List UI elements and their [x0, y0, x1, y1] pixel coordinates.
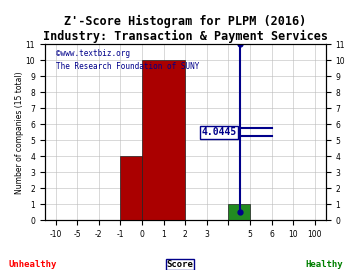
- Y-axis label: Number of companies (15 total): Number of companies (15 total): [15, 71, 24, 194]
- Text: Unhealthy: Unhealthy: [8, 260, 57, 269]
- Text: Score: Score: [167, 260, 193, 269]
- Text: ©www.textbiz.org: ©www.textbiz.org: [55, 49, 130, 58]
- Bar: [120, 156, 142, 220]
- Bar: [142, 60, 185, 220]
- Bar: [228, 204, 250, 220]
- Title: Z'-Score Histogram for PLPM (2016)
Industry: Transaction & Payment Services: Z'-Score Histogram for PLPM (2016) Indus…: [43, 15, 328, 43]
- Text: 4.0445: 4.0445: [201, 127, 237, 137]
- Text: Healthy: Healthy: [305, 260, 343, 269]
- Text: The Research Foundation of SUNY: The Research Foundation of SUNY: [55, 62, 199, 71]
